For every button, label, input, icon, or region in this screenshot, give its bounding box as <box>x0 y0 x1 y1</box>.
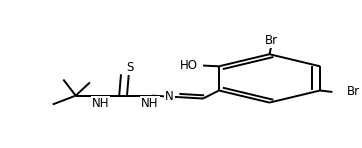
Text: Br: Br <box>346 85 360 98</box>
Text: S: S <box>126 61 133 74</box>
Text: N: N <box>165 90 174 103</box>
Text: NH: NH <box>92 97 109 110</box>
Text: Br: Br <box>265 34 278 47</box>
Text: HO: HO <box>180 59 198 72</box>
Text: NH: NH <box>141 97 159 110</box>
